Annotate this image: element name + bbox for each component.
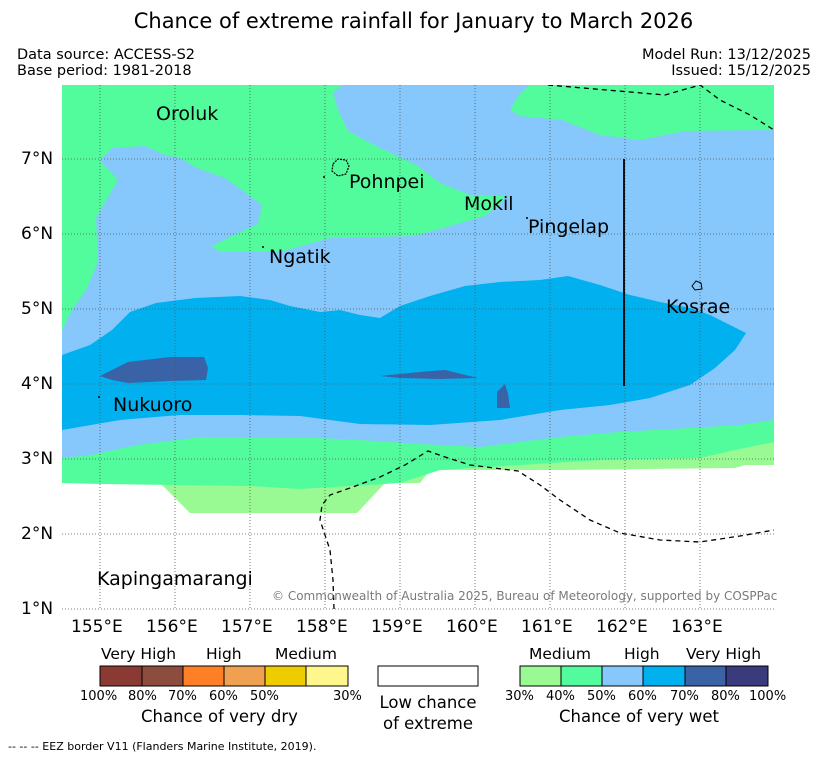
lat-tick-label: 1°N <box>21 599 54 619</box>
legend-wet-percent: 50% <box>587 689 616 704</box>
lon-tick-label: 161°E <box>521 617 573 637</box>
wet-very-high-region <box>380 370 478 379</box>
legend-wet-caption: Chance of very wet <box>559 707 719 726</box>
island-dot <box>98 396 100 398</box>
legend-dry-bar <box>99 665 349 687</box>
place-label: Mokil <box>464 193 514 215</box>
legend-neutral-box <box>377 665 479 687</box>
lat-tick-label: 2°N <box>21 524 54 544</box>
legend-dry-percent: 80% <box>128 689 157 704</box>
lon-tick-label: 156°E <box>146 617 198 637</box>
copyright-notice: © Commonwealth of Australia 2025, Bureau… <box>272 589 778 603</box>
lat-tick-label: 4°N <box>21 374 54 394</box>
legend-swatch <box>519 665 562 687</box>
lat-tick-label: 3°N <box>21 449 54 469</box>
data-info: Data source: ACCESS-S2 Base period: 1981… <box>17 47 195 79</box>
island-dot <box>323 176 325 178</box>
map-title: Chance of extreme rainfall for January t… <box>133 9 694 33</box>
legend-swatch <box>223 665 266 687</box>
legend-wet-header: Medium <box>529 645 591 663</box>
island-dot <box>526 217 528 219</box>
wet-very-high-region <box>497 384 510 408</box>
legend-wet-percent: 30% <box>505 689 534 704</box>
lon-tick-label: 160°E <box>446 617 498 637</box>
issued-date: Issued: 15/12/2025 <box>671 63 811 79</box>
legend-neutral-caption-2: of extreme <box>382 714 474 733</box>
lon-tick-label: 155°E <box>71 617 123 637</box>
legend-wet-percent: 40% <box>546 689 575 704</box>
legend-wet-header: Very High <box>686 645 762 663</box>
legend-swatch <box>305 665 349 687</box>
legend-wet-header: High <box>624 645 660 663</box>
legend-dry-percent: 60% <box>209 689 238 704</box>
lon-tick-label: 159°E <box>371 617 423 637</box>
base-period: Base period: 1981-2018 <box>17 63 192 79</box>
legend-swatch <box>141 665 184 687</box>
legend-swatch <box>601 665 644 687</box>
legend-neutral-caption-1: Low chance <box>379 693 477 712</box>
legend-dry-percent: 100% <box>80 689 118 704</box>
place-label: Ngatik <box>269 246 331 268</box>
legend-dry-caption: Chance of very dry <box>141 707 298 726</box>
wet-high-strong-region <box>62 276 746 430</box>
legend-wet-percent: 70% <box>670 689 699 704</box>
lat-tick-label: 7°N <box>21 149 54 169</box>
island-dot <box>262 246 264 248</box>
legend-swatch <box>684 665 727 687</box>
place-label: Kosrae <box>666 296 731 318</box>
wet-very-high-region <box>100 357 208 383</box>
legend-dry-header: High <box>206 645 242 663</box>
lon-tick-label: 163°E <box>671 617 723 637</box>
model-run: Model Run: 13/12/2025 <box>641 47 811 63</box>
place-label: Kapingamarangi <box>97 568 253 590</box>
pohnpei-island <box>331 158 350 177</box>
legend-swatch <box>264 665 307 687</box>
legend-dry-percent: 70% <box>168 689 197 704</box>
forecast-layers <box>62 85 774 609</box>
legend-swatch <box>560 665 603 687</box>
legend-wet-percent: 80% <box>711 689 740 704</box>
legend-dry-percent: 30% <box>333 689 362 704</box>
legend-dry-header: Very High <box>101 645 177 663</box>
legend-swatch <box>725 665 769 687</box>
lat-tick-label: 6°N <box>21 224 54 244</box>
legend-wet-percent: 100% <box>749 689 787 704</box>
lon-tick-label: 157°E <box>221 617 273 637</box>
legend-dry-header: Medium <box>275 645 337 663</box>
run-info: Model Run: 13/12/2025 Issued: 15/12/2025 <box>642 47 811 79</box>
lat-tick-label: 5°N <box>21 299 54 319</box>
data-source: Data source: ACCESS-S2 <box>17 47 196 63</box>
legend-swatch <box>642 665 686 687</box>
legend-wet-bar <box>519 665 769 687</box>
eez-border <box>319 85 774 609</box>
place-label: Nukuoro <box>113 394 193 416</box>
kosrae-island <box>691 280 703 291</box>
legend-dry-percent: 50% <box>250 689 279 704</box>
legend-swatch <box>99 665 143 687</box>
place-label: Oroluk <box>156 103 219 125</box>
place-label: Pingelap <box>528 216 610 238</box>
graticule <box>62 85 774 610</box>
lon-tick-label: 162°E <box>596 617 648 637</box>
legend-wet-percent: 60% <box>628 689 657 704</box>
lon-tick-label: 158°E <box>296 617 348 637</box>
legend-swatch <box>182 665 225 687</box>
place-label: Pohnpei <box>349 171 425 193</box>
eez-footnote: -- -- -- EEZ border V11 (Flanders Marine… <box>8 740 317 753</box>
